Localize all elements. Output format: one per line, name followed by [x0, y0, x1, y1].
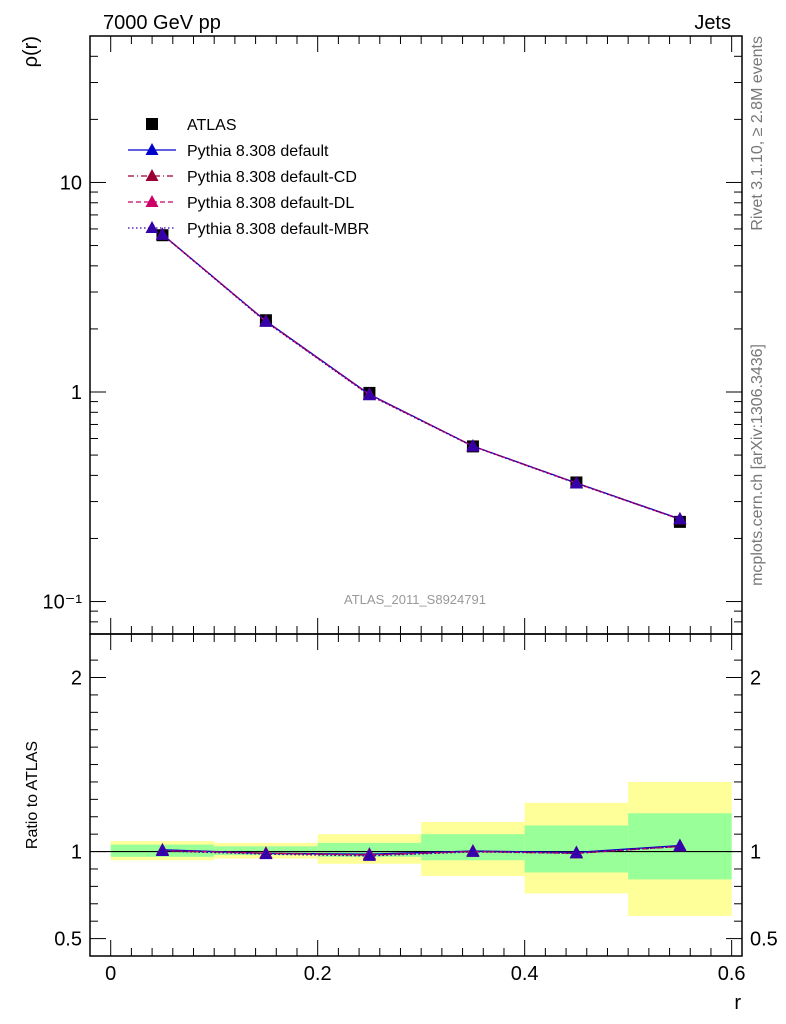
data-point — [259, 314, 273, 327]
ratio-point — [569, 846, 583, 859]
legend-marker — [145, 221, 159, 233]
data-point — [569, 476, 583, 489]
y-tick-label-right: 1 — [750, 842, 761, 864]
series — [155, 227, 687, 861]
y-axis-label-main: ρ(r) — [20, 36, 42, 67]
x-axis-label: r — [734, 992, 741, 1014]
data-point — [155, 227, 169, 240]
header-left: 7000 GeV pp — [103, 12, 221, 34]
series-line — [162, 234, 681, 520]
axes: 0 0.2 0.4 0.6 10⁻¹ 1 10 0.5 0.5 1 1 2 2 — [43, 35, 778, 985]
header-right: Jets — [694, 12, 731, 34]
ratio-point — [466, 844, 480, 857]
y-tick-label-right: 0.5 — [750, 929, 778, 951]
series-line — [162, 234, 681, 520]
y-tick-label: 0.5 — [54, 929, 82, 951]
legend-label: ATLAS — [187, 117, 237, 134]
y-tick-label: 1 — [71, 842, 82, 864]
x-tick-label: 0 — [105, 963, 116, 985]
y-tick-label: 10⁻¹ — [43, 592, 83, 614]
y-axis-label-ratio: Ratio to ATLAS — [24, 741, 41, 849]
source-label: mcplots.cern.ch [arXiv:1306.3436] — [749, 344, 766, 586]
data-point — [362, 388, 376, 401]
ratio-point — [259, 847, 273, 860]
series-line — [162, 233, 681, 520]
y-tick-label: 10 — [60, 172, 82, 194]
data-point — [466, 439, 480, 452]
y-tick-label-right: 2 — [750, 668, 761, 690]
x-tick-label: 0.4 — [511, 963, 539, 985]
x-tick-label: 0.2 — [304, 963, 332, 985]
legend-label: Pythia 8.308 default-CD — [187, 169, 357, 186]
ratio-series-line — [162, 845, 680, 856]
legend-label: Pythia 8.308 default-MBR — [187, 221, 369, 238]
ratio-point — [362, 848, 376, 861]
legend: ATLAS Pythia 8.308 default Pythia 8.308 de… — [128, 117, 369, 238]
y-tick-label: 2 — [71, 668, 82, 690]
x-tick-label: 0.6 — [718, 963, 746, 985]
ratio-point — [155, 844, 169, 857]
series-line — [162, 234, 681, 520]
legend-marker — [145, 195, 159, 207]
legend-label: Pythia 8.308 default — [187, 143, 329, 160]
legend-marker — [145, 169, 159, 181]
rivet-label: Rivet 3.1.10, ≥ 2.8M events — [749, 36, 766, 231]
data-point — [673, 512, 687, 525]
y-tick-label: 1 — [71, 382, 82, 404]
watermark: ATLAS_2011_S8924791 — [344, 592, 486, 607]
ratio-series-line — [162, 844, 680, 855]
legend-marker — [146, 118, 158, 130]
ratio-panel-frame — [89, 633, 743, 957]
legend-marker — [145, 143, 159, 155]
ratio-series-line — [162, 845, 680, 856]
legend-label: Pythia 8.308 default-DL — [187, 195, 354, 212]
ratio-point — [673, 839, 687, 852]
